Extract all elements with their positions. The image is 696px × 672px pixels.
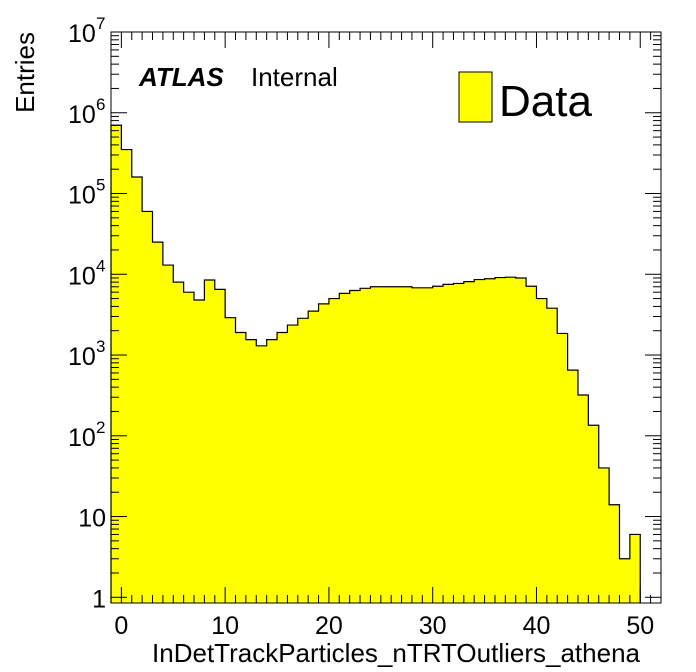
histogram-bar	[474, 279, 485, 603]
y-tick-exponent: 7	[96, 14, 105, 33]
histogram-bar	[443, 284, 454, 603]
y-tick-exponent: 2	[96, 418, 105, 437]
histogram-bar	[422, 287, 434, 603]
histogram-bar	[546, 308, 558, 603]
histogram-bar	[629, 534, 641, 603]
internal-label: Internal	[251, 62, 338, 92]
y-tick-label: 10	[68, 101, 96, 129]
histogram-bar	[183, 292, 195, 603]
legend-label-data: Data	[499, 77, 592, 126]
y-tick-label: 1	[92, 585, 106, 613]
histogram-bar	[567, 370, 579, 603]
histogram-bar	[318, 303, 330, 603]
histogram-bar	[111, 125, 122, 603]
histogram-bar	[463, 281, 475, 603]
y-tick-exponent: 6	[96, 95, 105, 114]
atlas-label: ATLAS	[138, 62, 224, 92]
histogram-bar	[494, 277, 506, 603]
histogram-bar	[557, 333, 569, 603]
histogram-bar	[588, 425, 600, 603]
y-axis-label: Entries	[10, 32, 40, 113]
histogram-bar	[173, 282, 185, 603]
histogram-bar	[328, 298, 340, 603]
plot-frame	[110, 31, 662, 604]
histogram-bar	[339, 293, 351, 603]
histogram-bar	[245, 339, 257, 603]
histogram-bar	[349, 290, 361, 603]
histogram-bar	[401, 286, 413, 603]
y-tick-label: 10	[68, 424, 96, 452]
axis-ticks	[110, 31, 662, 603]
histogram-bar	[162, 265, 174, 603]
histogram-bar	[308, 311, 319, 603]
y-tick-label: 10	[68, 182, 96, 210]
histogram-bar	[505, 277, 517, 603]
histogram-bar	[598, 467, 610, 603]
histogram-bar	[432, 286, 444, 603]
histogram-bar	[121, 149, 133, 604]
x-tick-label: 30	[419, 612, 447, 640]
histogram-bar	[577, 394, 589, 603]
histogram-bar	[214, 289, 226, 603]
histogram-bar	[609, 504, 620, 603]
histogram-bar	[370, 286, 382, 603]
histogram-bar	[360, 288, 371, 603]
x-tick-label: 0	[114, 612, 128, 640]
histogram-bar	[131, 177, 143, 603]
y-tick-label: 10	[68, 343, 96, 371]
histogram-bar	[287, 325, 299, 603]
x-tick-label: 50	[626, 612, 654, 640]
histogram-bar	[619, 558, 631, 603]
y-tick-label: 10	[68, 20, 96, 48]
histogram-bar	[536, 298, 548, 603]
histogram-bar	[142, 211, 153, 603]
histogram-bar	[453, 283, 465, 603]
x-tick-label: 40	[523, 612, 551, 640]
y-tick-exponent: 3	[96, 337, 105, 356]
histogram-bar	[266, 339, 278, 603]
histogram-bar	[204, 279, 216, 603]
histogram-bar	[277, 332, 288, 603]
histogram-outline	[110, 124, 641, 603]
histogram-bar	[484, 278, 496, 603]
histogram-bar	[526, 286, 537, 603]
histogram-bars	[110, 124, 641, 604]
histogram-bar	[515, 277, 527, 603]
histogram-bar	[380, 286, 392, 603]
histogram-bar	[256, 345, 268, 603]
legend-swatch-data	[458, 71, 493, 123]
x-tick-label: 10	[211, 612, 239, 640]
histogram-bar	[225, 317, 236, 603]
histogram-bar	[411, 287, 423, 603]
x-tick-label: 20	[315, 612, 343, 640]
y-tick-exponent: 5	[96, 176, 105, 195]
y-tick-label: 10	[78, 505, 106, 533]
histogram-bar	[235, 332, 247, 603]
histogram-bar	[297, 318, 309, 603]
histogram-bar	[194, 300, 205, 603]
histogram-bar	[391, 286, 402, 603]
y-tick-exponent: 4	[96, 256, 105, 275]
histogram-bar	[152, 242, 164, 604]
y-tick-label: 10	[68, 262, 96, 290]
x-axis-label: InDetTrackParticles_nTRTOutliers_athena	[152, 638, 640, 668]
